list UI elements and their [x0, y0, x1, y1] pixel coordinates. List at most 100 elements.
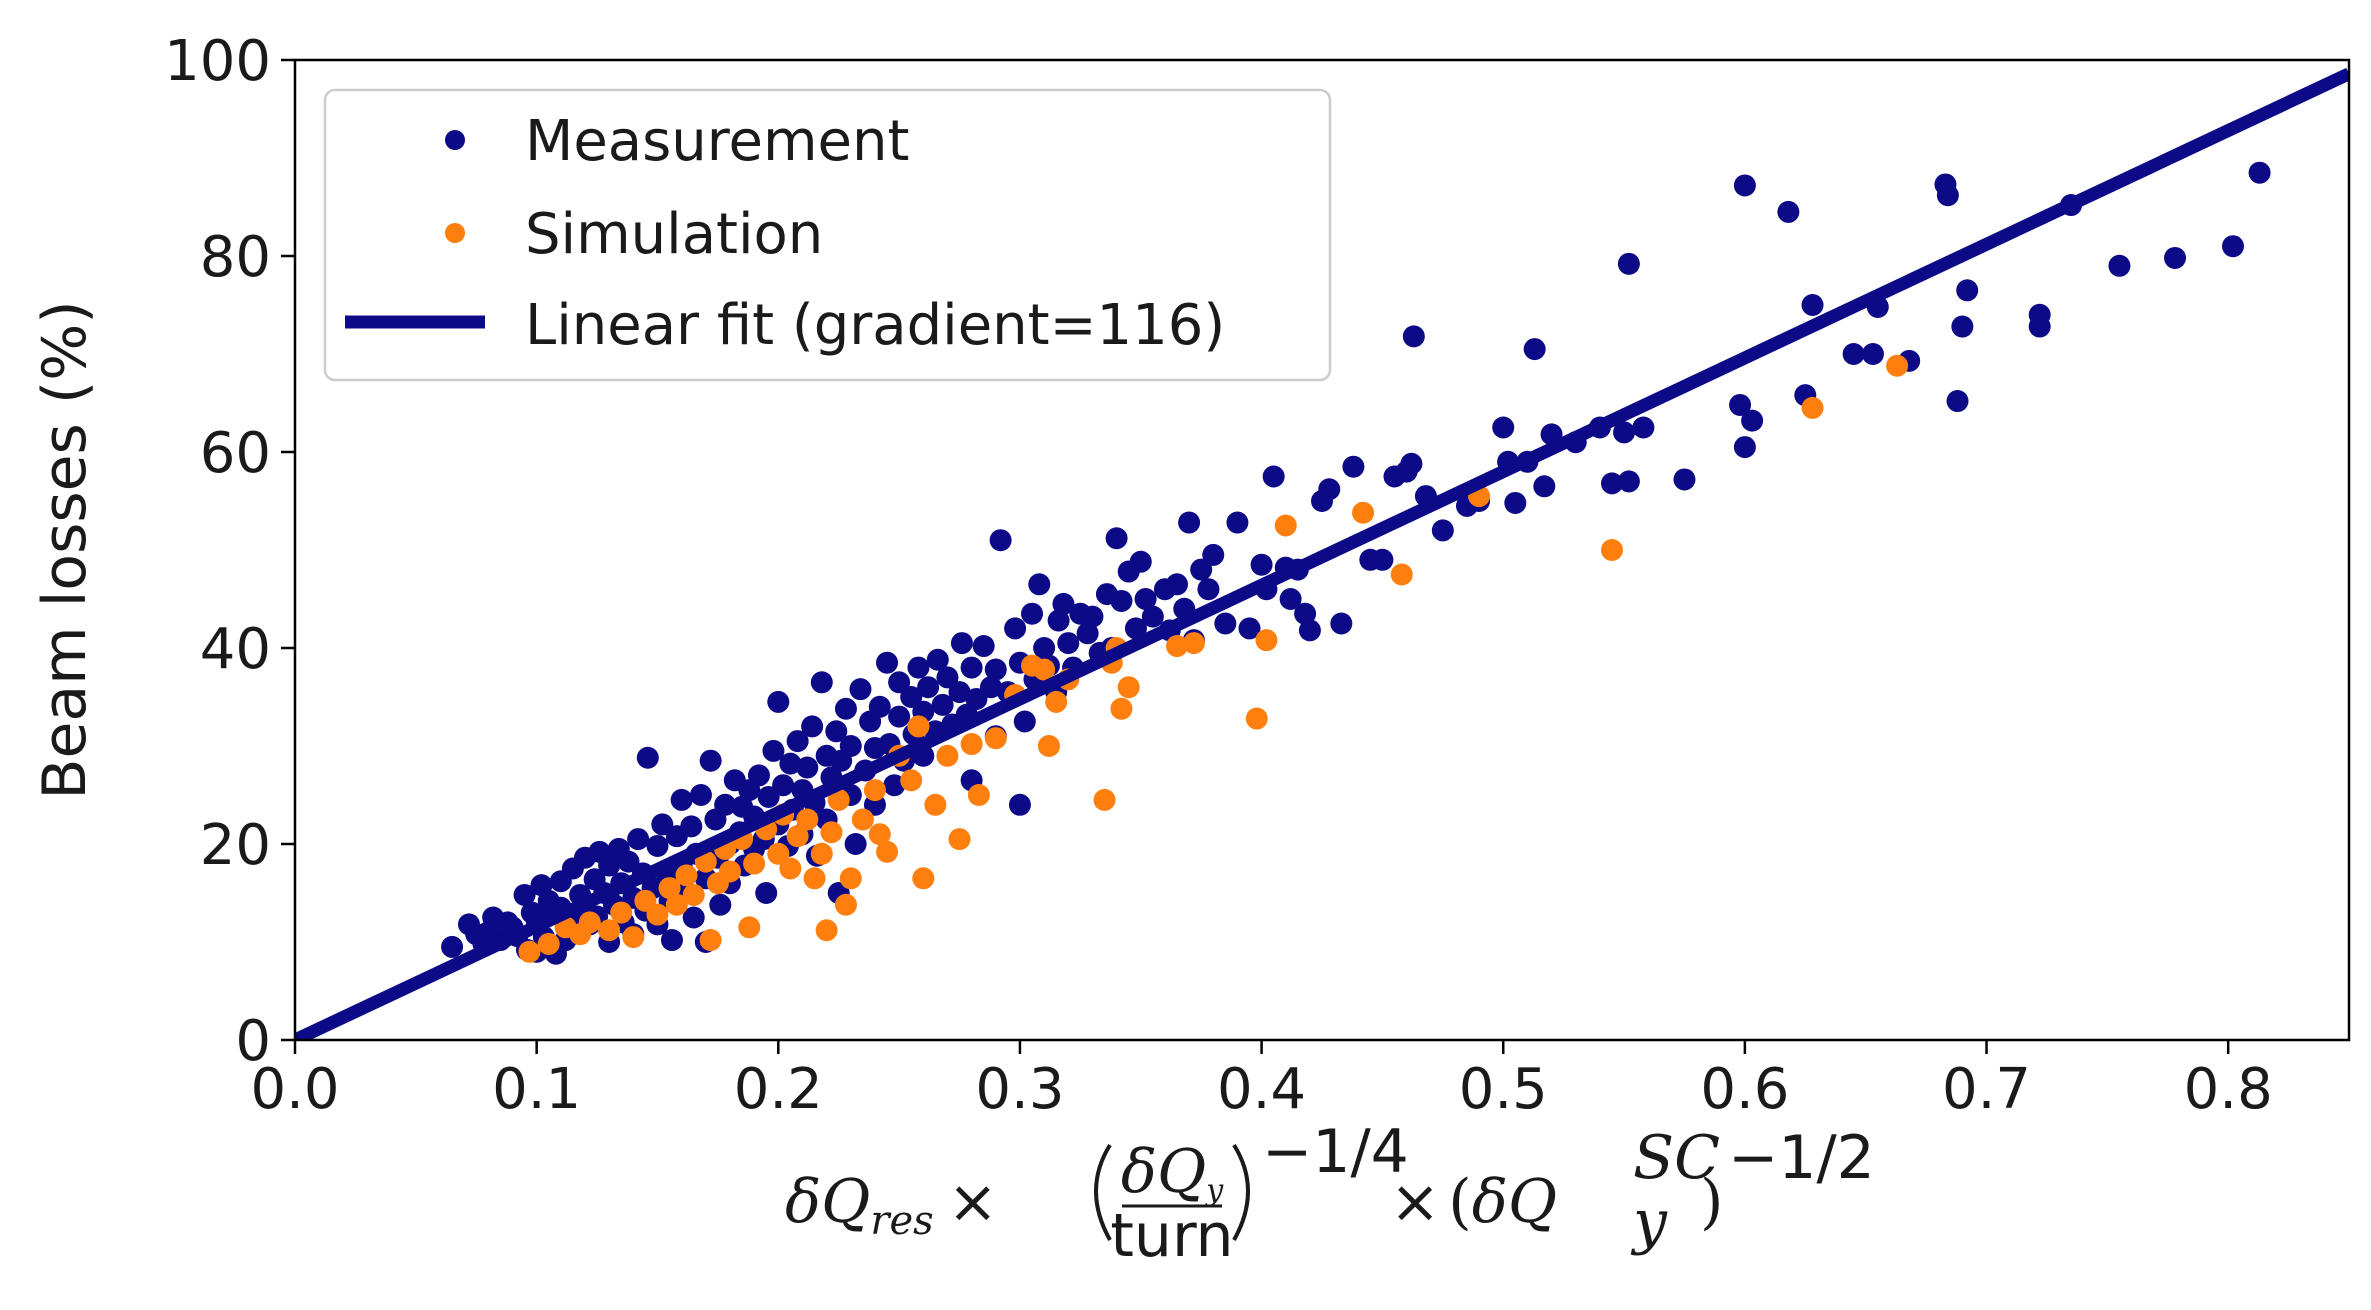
legend-marker-measurement — [445, 130, 465, 150]
simulation-point-69 — [1801, 396, 1824, 419]
measurement-point-158 — [1081, 605, 1104, 628]
xlabel-times-1: × — [948, 1167, 998, 1237]
xlabel-times-2: × — [1390, 1167, 1440, 1237]
simulation-point-46 — [960, 733, 983, 756]
measurement-point-152 — [1047, 609, 1070, 632]
simulation-point-35 — [851, 808, 874, 831]
measurement-point-212 — [1600, 472, 1623, 495]
xlabel-delta-1: δ — [785, 1167, 821, 1237]
measurement-point-239 — [2222, 235, 2245, 258]
xlabel-sub-res: res — [870, 1198, 933, 1244]
measurement-point-191 — [1330, 612, 1353, 635]
measurement-point-106 — [844, 833, 867, 855]
measurement-point-176 — [1197, 578, 1220, 601]
measurement-point-224 — [1801, 294, 1824, 316]
measurement-point-220 — [1733, 174, 1756, 197]
measurement-point-103 — [834, 697, 857, 720]
measurement-point-218 — [1729, 393, 1752, 416]
measurement-point-137 — [979, 676, 1002, 699]
simulation-point-9 — [646, 903, 669, 926]
xlabel-sup-sc: SC — [1633, 1123, 1720, 1193]
simulation-point-21 — [743, 852, 766, 875]
measurement-point-197 — [1400, 452, 1423, 475]
simulation-point-61 — [1182, 632, 1205, 655]
xlabel-exp-2: −1/2 — [1728, 1123, 1875, 1193]
measurement-point-59 — [682, 906, 705, 929]
measurement-point-187 — [1294, 602, 1317, 625]
simulation-point-65 — [1352, 501, 1375, 524]
simulation-point-4 — [578, 911, 601, 934]
measurement-point-48 — [646, 834, 669, 857]
measurement-point-168 — [1141, 605, 1164, 628]
simulation-point-68 — [1600, 539, 1623, 561]
measurement-point-53 — [660, 929, 683, 952]
y-tick-label-1: 20 — [200, 813, 271, 878]
simulation-point-0 — [518, 940, 541, 963]
x-axis: 0.0 0.1 0.2 0.3 0.4 0.5 0.6 0.7 0.8 — [250, 1040, 2273, 1122]
simulation-point-41 — [907, 715, 930, 738]
measurement-point-124 — [917, 676, 940, 699]
y-tick-label-3: 60 — [200, 421, 271, 486]
y-tick-label-5: 100 — [164, 29, 271, 94]
simulation-point-52 — [1037, 735, 1060, 757]
measurement-point-119 — [900, 686, 923, 708]
measurement-point-58 — [680, 815, 703, 838]
measurement-point-208 — [1533, 475, 1556, 498]
measurement-point-237 — [2108, 254, 2131, 277]
y-tick-label-0: 0 — [235, 1009, 271, 1074]
simulation-point-70 — [1886, 354, 1909, 377]
x-tick-label-5: 0.5 — [1459, 1057, 1548, 1122]
svg-text:δQy: δQy — [1121, 1137, 1224, 1208]
measurement-point-188 — [1298, 619, 1321, 642]
simulation-point-25 — [779, 857, 802, 880]
simulation-point-55 — [1093, 788, 1116, 811]
measurement-point-96 — [810, 671, 833, 694]
measurement-point-10 — [513, 883, 536, 906]
measurement-point-230 — [1936, 184, 1959, 207]
simulation-point-28 — [803, 867, 826, 890]
measurement-point-68 — [714, 793, 737, 816]
simulation-point-27 — [796, 808, 819, 831]
simulation-point-47 — [967, 784, 990, 806]
measurement-point-105 — [839, 735, 862, 757]
measurement-point-130 — [948, 681, 971, 704]
measurement-point-192 — [1342, 455, 1365, 478]
legend-label-fit: Linear fit (gradient=116) — [525, 293, 1225, 358]
measurement-point-0 — [441, 935, 464, 958]
y-axis-label: Beam losses (%) — [30, 300, 100, 799]
measurement-point-154 — [1057, 632, 1080, 655]
simulation-point-45 — [948, 828, 971, 851]
legend: Measurement Simulation Linear fit (gradi… — [323, 88, 1332, 382]
measurement-point-203 — [1492, 416, 1515, 439]
measurement-point-82 — [762, 739, 785, 762]
simulation-point-29 — [810, 842, 833, 865]
measurement-point-183 — [1262, 465, 1285, 488]
measurement-point-144 — [1008, 793, 1031, 816]
measurement-point-226 — [1861, 343, 1884, 365]
simulation-point-40 — [900, 769, 923, 792]
simulation-point-5 — [598, 919, 621, 942]
svg-text:×(δQ: × (δQ — [1390, 1167, 1557, 1237]
xlabel-q-1: Q — [821, 1167, 870, 1237]
measurement-point-231 — [1946, 390, 1969, 413]
measurement-point-214 — [1617, 470, 1640, 493]
measurement-point-121 — [907, 656, 930, 679]
simulation-point-37 — [868, 823, 891, 846]
measurement-point-67 — [709, 893, 732, 916]
simulation-point-64 — [1274, 514, 1297, 537]
x-tick-label-6: 0.6 — [1700, 1057, 1789, 1122]
simulation-point-26 — [786, 825, 809, 848]
measurement-point-200 — [1431, 519, 1454, 542]
x-tick-label-0: 0.0 — [250, 1057, 339, 1122]
simulation-point-34 — [839, 867, 862, 890]
simulation-point-23 — [767, 842, 790, 865]
x-tick-label-1: 0.1 — [492, 1057, 581, 1122]
legend-box — [323, 88, 1332, 382]
measurement-point-181 — [1250, 553, 1273, 576]
measurement-point-145 — [1013, 710, 1036, 733]
measurement-point-139 — [984, 658, 1007, 681]
xlabel-big-paren-right — [1232, 1143, 1250, 1241]
measurement-point-153 — [1052, 592, 1075, 615]
measurement-point-180 — [1238, 617, 1261, 640]
xlabel-close-paren: ) — [1700, 1167, 1723, 1237]
